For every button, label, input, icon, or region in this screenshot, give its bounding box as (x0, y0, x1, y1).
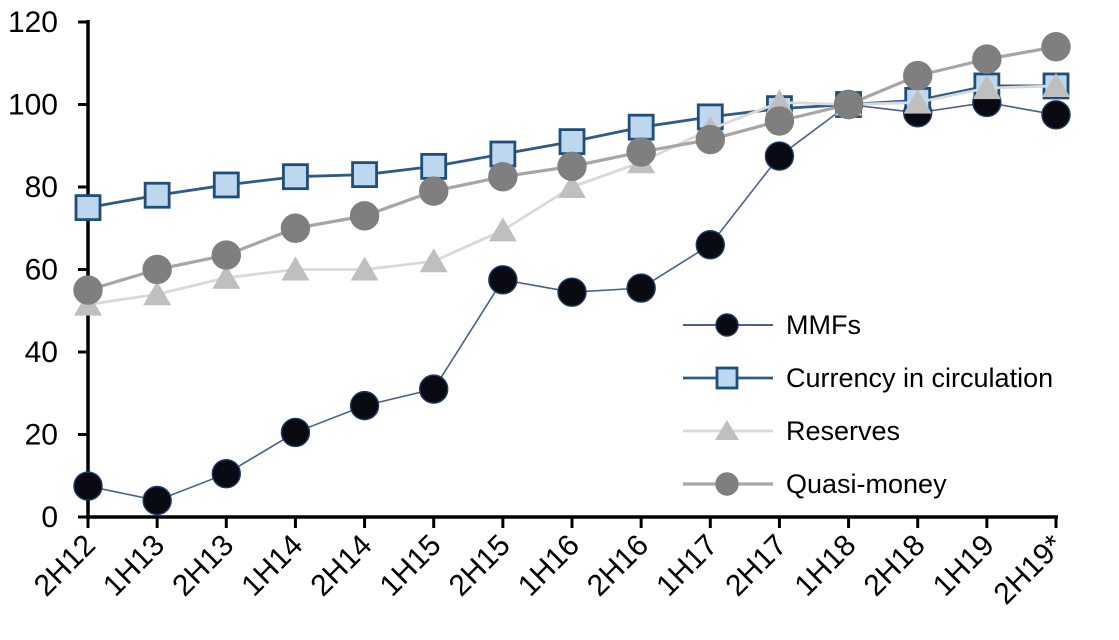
marker-circle (557, 277, 587, 307)
marker-circle (695, 230, 725, 260)
marker-circle (349, 201, 380, 231)
legend-label-quasi-money: Quasi-money (786, 469, 947, 499)
x-tick-label: 1H15 (374, 529, 448, 603)
y-tick-label: 120 (8, 6, 58, 39)
marker-square (143, 181, 171, 209)
marker-circle (715, 472, 739, 496)
y-tick-label: 60 (25, 254, 58, 287)
x-tick-label: 2H17 (719, 529, 793, 603)
marker-circle (73, 275, 103, 305)
legend-item-reserves: Reserves (683, 416, 900, 446)
marker-triangle (558, 174, 586, 198)
x-tick-label: 1H14 (235, 529, 309, 603)
marker-circle (626, 137, 656, 167)
x-tick-label: 1H13 (97, 529, 171, 603)
legend: MMFs Currency in circulation Reserves Quasi… (683, 310, 1053, 499)
marker-circle (488, 265, 518, 295)
marker-circle (419, 176, 449, 206)
x-tick-label: 1H18 (788, 529, 862, 603)
marker-square (420, 152, 448, 180)
marker-square (212, 171, 240, 199)
marker-circle (142, 254, 172, 285)
marker-circle (833, 89, 864, 120)
x-tick-label: 1H19 (927, 529, 1001, 603)
marker-triangle (212, 264, 241, 289)
marker-square (282, 163, 309, 191)
x-tick-label: 2H14 (304, 529, 378, 603)
x-tick-label: 2H15 (443, 529, 517, 603)
y-tick-label: 20 (25, 419, 58, 452)
marker-circle (349, 390, 380, 421)
marker-circle (73, 471, 103, 501)
legend-label-reserves: Reserves (786, 416, 900, 446)
y-tick-label: 0 (41, 501, 58, 534)
x-tick-label: 2H13 (166, 529, 240, 603)
marker-circle (1041, 32, 1071, 62)
marker-triangle (419, 248, 448, 273)
series-quasi-money (73, 32, 1071, 305)
legend-label-currency-in-circulation: Currency in circulation (786, 363, 1053, 393)
marker-circle (903, 60, 933, 91)
marker-circle (211, 458, 241, 489)
marker-circle (142, 485, 172, 516)
marker-triangle (488, 217, 517, 242)
marker-circle (280, 417, 311, 448)
x-tick-label: 2H16 (581, 529, 655, 603)
y-tick-label: 100 (8, 89, 58, 122)
x-tick-label: 2H12 (28, 529, 102, 603)
marker-circle (764, 106, 795, 136)
marker-circle (764, 141, 795, 171)
marker-square (489, 140, 517, 168)
marker-circle (280, 213, 311, 243)
legend-item-currency-in-circulation: Currency in circulation (683, 363, 1053, 393)
marker-circle (488, 161, 518, 192)
marker-triangle (281, 256, 310, 281)
x-tick-label: 2H18 (858, 529, 932, 603)
marker-triangle (765, 89, 794, 114)
marker-square (558, 128, 586, 156)
x-tick-label: 1H16 (512, 529, 586, 603)
marker-triangle (1042, 72, 1070, 97)
marker-circle (695, 124, 725, 155)
marker-square (351, 161, 378, 189)
x-tick-label: 2H19* (988, 528, 1071, 611)
marker-square (627, 113, 655, 141)
marker-triangle (972, 75, 1001, 99)
marker-triangle (715, 420, 739, 440)
marker-circle (972, 44, 1002, 74)
y-tick-label: 80 (25, 171, 58, 204)
legend-item-mmfs: MMFs (683, 310, 861, 340)
marker-circle (715, 313, 739, 337)
marker-square (74, 194, 102, 222)
marker-triangle (350, 256, 379, 281)
x-tick-label: 1H17 (650, 529, 724, 603)
legend-item-quasi-money: Quasi-money (683, 469, 947, 499)
legend-label-mmfs: MMFs (786, 310, 861, 340)
marker-circle (557, 151, 587, 182)
y-tick-label: 40 (25, 336, 58, 369)
marker-circle (211, 240, 241, 270)
marker-triangle (903, 89, 932, 114)
marker-square (715, 366, 739, 390)
marker-circle (626, 273, 656, 303)
marker-triangle (143, 281, 172, 306)
marker-circle (419, 374, 449, 404)
marker-circle (1041, 100, 1071, 130)
